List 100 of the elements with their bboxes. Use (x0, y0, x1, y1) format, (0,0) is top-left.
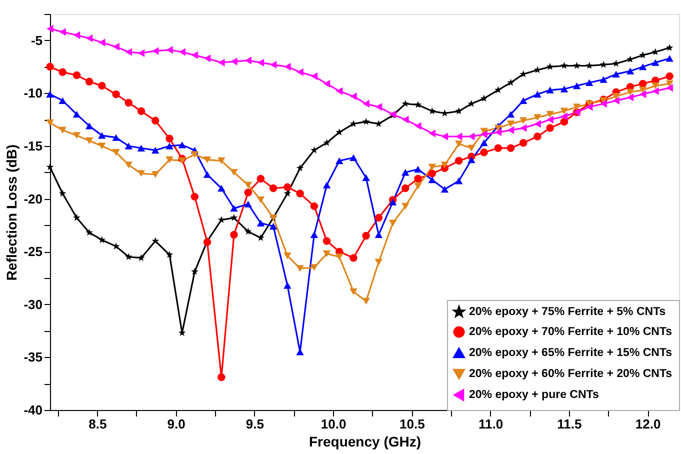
point (112, 42, 120, 51)
point (585, 79, 594, 86)
point (85, 78, 94, 86)
point (112, 148, 120, 156)
point (402, 116, 409, 124)
point (86, 228, 93, 236)
point (402, 202, 410, 210)
point (322, 237, 331, 245)
point (600, 100, 607, 108)
point (428, 129, 436, 138)
point (270, 60, 277, 69)
point (58, 97, 66, 104)
point (506, 120, 515, 128)
point (98, 236, 106, 244)
point (638, 86, 647, 94)
point (546, 110, 554, 118)
point (46, 62, 54, 71)
y-tick-label: -15 (24, 138, 42, 154)
point (244, 188, 252, 196)
point (112, 134, 120, 141)
point (323, 138, 330, 146)
point (166, 250, 174, 258)
point (230, 169, 238, 176)
point (124, 142, 132, 150)
point (480, 148, 488, 156)
legend-label: 20% epoxy + 60% Ferrite + 20% CNTs (469, 368, 672, 380)
point (414, 100, 422, 108)
point (480, 130, 488, 138)
point (519, 97, 528, 104)
point (600, 60, 608, 68)
point (546, 62, 554, 70)
point (534, 132, 542, 140)
x-tick-label: 11.0 (478, 416, 504, 432)
text: 8.5 (88, 416, 107, 432)
point (244, 200, 252, 208)
point (218, 216, 226, 224)
legend-label: 20% epoxy + pure CNTs (469, 389, 599, 401)
point (350, 254, 358, 262)
y-tick-label: -30 (24, 296, 42, 312)
point (256, 196, 265, 204)
point (85, 122, 94, 130)
point (388, 198, 397, 206)
point (560, 118, 568, 126)
point (560, 86, 568, 92)
point (666, 84, 673, 92)
point (626, 94, 634, 102)
point (520, 124, 527, 132)
point (560, 62, 568, 69)
point (441, 132, 448, 140)
point (322, 250, 331, 258)
point (428, 170, 436, 178)
point (666, 55, 674, 62)
point (519, 138, 528, 147)
point (296, 164, 304, 172)
point (626, 88, 634, 96)
point (666, 80, 674, 88)
point (166, 46, 173, 54)
point (468, 100, 476, 107)
point (639, 90, 646, 98)
point (414, 174, 422, 183)
point (336, 87, 343, 95)
point (124, 98, 132, 107)
point (612, 96, 620, 104)
point (600, 76, 608, 83)
point (230, 230, 238, 239)
y-tick-label: -35 (24, 350, 42, 365)
point (46, 90, 54, 98)
point (72, 71, 81, 80)
point (519, 117, 528, 124)
point (612, 70, 620, 78)
point (638, 63, 647, 70)
point (454, 177, 463, 184)
point (218, 184, 226, 192)
point (441, 109, 448, 116)
point (666, 72, 674, 80)
point (572, 82, 581, 90)
x-tick-label: 10.5 (400, 416, 425, 432)
point (652, 59, 660, 66)
point (534, 114, 542, 121)
point (230, 204, 238, 212)
point (244, 228, 252, 235)
point (151, 171, 160, 178)
point (414, 122, 422, 130)
point (388, 220, 397, 226)
point (190, 151, 199, 158)
point (244, 182, 252, 188)
y-tick-label: -40 (24, 402, 42, 418)
point (323, 80, 330, 88)
point (546, 86, 554, 94)
point (440, 186, 449, 193)
point (269, 222, 278, 230)
point (46, 24, 54, 33)
point (362, 232, 370, 240)
point (218, 58, 225, 66)
point (166, 142, 174, 150)
point (322, 182, 331, 188)
point (612, 93, 620, 100)
point (350, 154, 358, 161)
point (137, 170, 146, 177)
point (257, 58, 264, 66)
